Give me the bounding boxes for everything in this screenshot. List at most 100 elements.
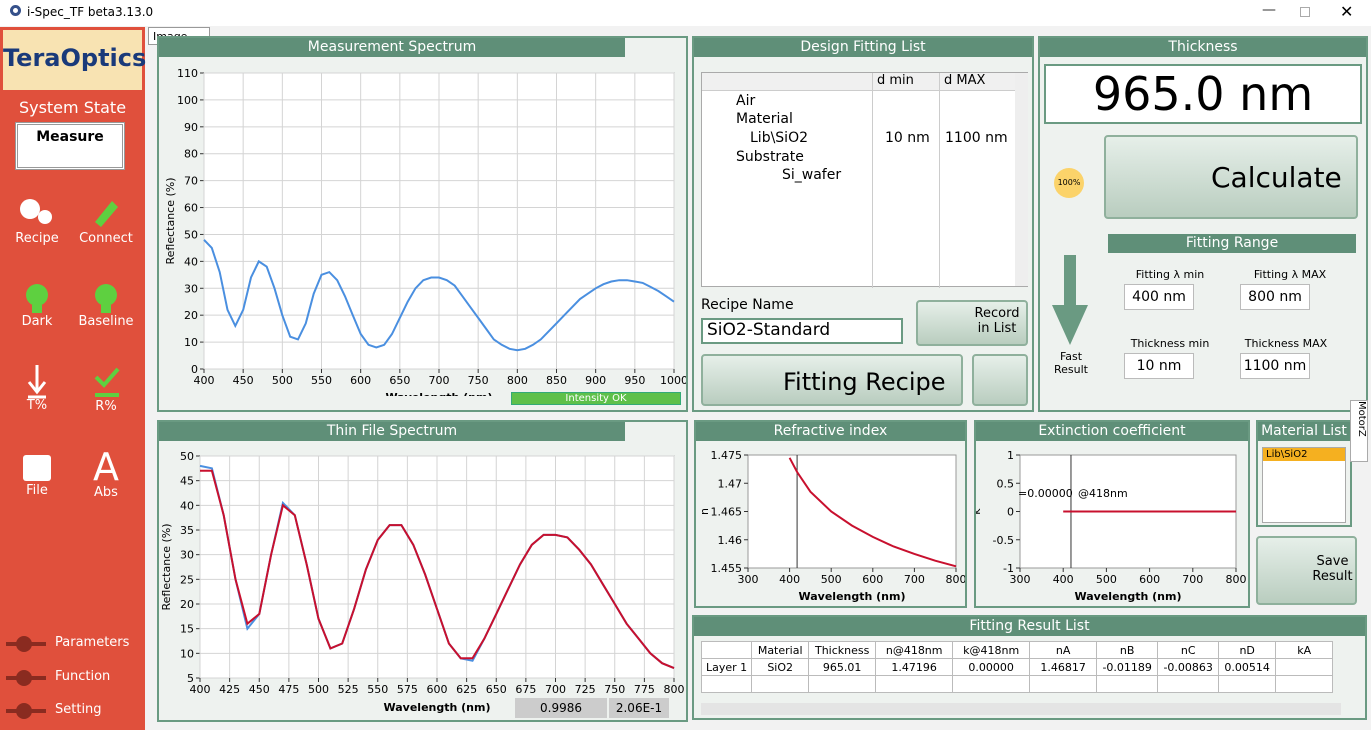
x-tick-label: 700 <box>1182 573 1203 586</box>
column-header: d min <box>877 73 914 88</box>
material-item[interactable]: Lib\SiO2 <box>1263 448 1345 461</box>
menu-item[interactable]: Parameters <box>55 635 130 650</box>
cell: Layer 1 <box>700 658 753 676</box>
recipe-button[interactable]: Recipe <box>15 231 59 246</box>
cell <box>1275 675 1334 693</box>
menu-item[interactable]: Function <box>55 669 111 684</box>
r-button[interactable]: R% <box>95 399 117 414</box>
x-tick-label: 625 <box>456 683 477 696</box>
progress: 100% <box>1054 168 1084 198</box>
app-icon <box>10 5 21 16</box>
layer-tree: d min d MAX Air Material Lib\SiO2 10 nm … <box>701 72 1028 288</box>
material-list-panel: Material List Lib\SiO2 <box>1256 420 1352 527</box>
cell <box>1157 675 1220 693</box>
field-label: Thickness MAX <box>1244 337 1328 350</box>
h-scrollbar[interactable] <box>701 703 1341 715</box>
y-tick-label: 10 <box>180 647 194 660</box>
x-axis-label: Wavelength (nm) <box>799 590 906 603</box>
x-tick-label: 450 <box>249 683 270 696</box>
x-tick-label: 900 <box>585 374 606 387</box>
x-tick-label: 500 <box>308 683 329 696</box>
panel-title: Material List <box>1258 422 1350 441</box>
minimize[interactable]: — <box>1262 2 1276 18</box>
header-cell: Thickness <box>808 641 877 659</box>
menu-item[interactable]: Setting <box>55 702 102 717</box>
panel-title: Fitting Result List <box>694 617 1365 636</box>
y-tick-label: 100 <box>177 94 198 107</box>
recipe-label: Recipe Name <box>701 297 794 313</box>
fit-value: 2.06E-1 <box>609 698 669 718</box>
x-tick-label: 550 <box>367 683 388 696</box>
y-axis-label: n <box>698 508 711 515</box>
y-tick-label: 90 <box>184 121 198 134</box>
annotation: @418nm <box>1078 487 1128 500</box>
recipe-input[interactable]: SiO2-Standard <box>701 318 903 344</box>
title-bar: i-Spec_TF beta3.13.0 — ✕ <box>0 0 1371 26</box>
window-title: i-Spec_TF beta3.13.0 <box>27 5 154 19</box>
x-tick-label: 800 <box>507 374 528 387</box>
connect-button[interactable]: Connect <box>79 231 133 246</box>
header-cell: kA <box>1275 641 1334 659</box>
header-cell: nD <box>1218 641 1277 659</box>
y-tick-label: 70 <box>184 175 198 188</box>
field-value[interactable]: 800 nm <box>1240 284 1310 310</box>
calculate-button[interactable]: Calculate <box>1104 135 1358 219</box>
field-value[interactable]: 400 nm <box>1124 284 1194 310</box>
x-axis-label: Wavelength (nm) <box>1075 590 1182 603</box>
cell: -0.01189 <box>1096 658 1159 676</box>
x-tick-label: 450 <box>233 374 254 387</box>
x-tick-label: 800 <box>1226 573 1247 586</box>
tree-item[interactable]: Material <box>736 111 793 127</box>
header-cell: nB <box>1096 641 1159 659</box>
x-tick-label: 650 <box>486 683 507 696</box>
panel-title: Extinction coefficient <box>976 422 1248 441</box>
y-tick-label: 110 <box>177 67 198 80</box>
x-tick-label: 675 <box>515 683 536 696</box>
x-tick-label: 700 <box>429 374 450 387</box>
cell: 965.01 <box>808 658 877 676</box>
y-tick-label: -1 <box>1003 562 1014 575</box>
y-tick-label: 50 <box>184 228 198 241</box>
maximize[interactable] <box>1300 7 1310 17</box>
cell <box>1096 675 1159 693</box>
field-value[interactable]: 1100 nm <box>1240 353 1310 379</box>
file-button[interactable]: File <box>26 483 48 498</box>
tree-item[interactable]: Air <box>736 93 756 109</box>
t-button[interactable]: T% <box>26 398 48 413</box>
save-recipe-button[interactable] <box>972 354 1028 406</box>
x-tick-label: 775 <box>634 683 655 696</box>
cell: 1.46817 <box>1029 658 1098 676</box>
fast-result[interactable]: Fast Result <box>1054 350 1088 376</box>
record-button[interactable]: Record in List <box>916 300 1028 346</box>
fitting-recipe-button[interactable]: Fitting Recipe <box>701 354 963 406</box>
y-axis-label: k <box>976 508 983 515</box>
tree-item[interactable]: Si_wafer <box>782 167 842 183</box>
panel-title: Thin File Spectrum <box>159 422 625 441</box>
abs-button[interactable]: Abs <box>94 485 118 500</box>
x-tick-label: 300 <box>1010 573 1031 586</box>
x-tick-label: 1000 <box>660 374 686 387</box>
y-tick-label: 1.455 <box>711 562 743 575</box>
brand: TeraOptics <box>3 30 146 90</box>
cell <box>751 675 810 693</box>
x-axis-label: Wavelength (nm) <box>386 391 493 396</box>
design-fitting-panel: Design Fitting List d min d MAX Air Mate… <box>692 36 1034 412</box>
y-tick-label: 45 <box>180 475 194 488</box>
header-cell: Material <box>751 641 810 659</box>
tree-item[interactable]: Lib\SiO2 <box>750 130 808 146</box>
tree-item[interactable]: Substrate <box>736 149 804 165</box>
field-value[interactable]: 10 nm <box>1124 353 1194 379</box>
panel-title: Design Fitting List <box>694 38 1032 57</box>
x-tick-label: 700 <box>904 573 925 586</box>
thin-film-chart: 5 10 15 20 25 30 35 40 45 50 400 425 450 475 500 525 550… <box>160 450 685 714</box>
close[interactable]: ✕ <box>1340 2 1354 21</box>
save-result-button[interactable]: Save Result <box>1256 536 1357 605</box>
x-axis-label: Wavelength (nm) <box>384 701 491 714</box>
thickness-panel: Thickness 965.0 nm 100% Calculate Fast R… <box>1038 36 1368 412</box>
scrollbar[interactable] <box>1015 73 1028 286</box>
y-tick-label: 1.465 <box>711 506 743 519</box>
baseline-button[interactable]: Baseline <box>78 314 134 329</box>
dark-button[interactable]: Dark <box>21 314 53 329</box>
menu-icons <box>6 636 46 719</box>
side-tab[interactable]: MotorZ <box>1350 400 1368 462</box>
